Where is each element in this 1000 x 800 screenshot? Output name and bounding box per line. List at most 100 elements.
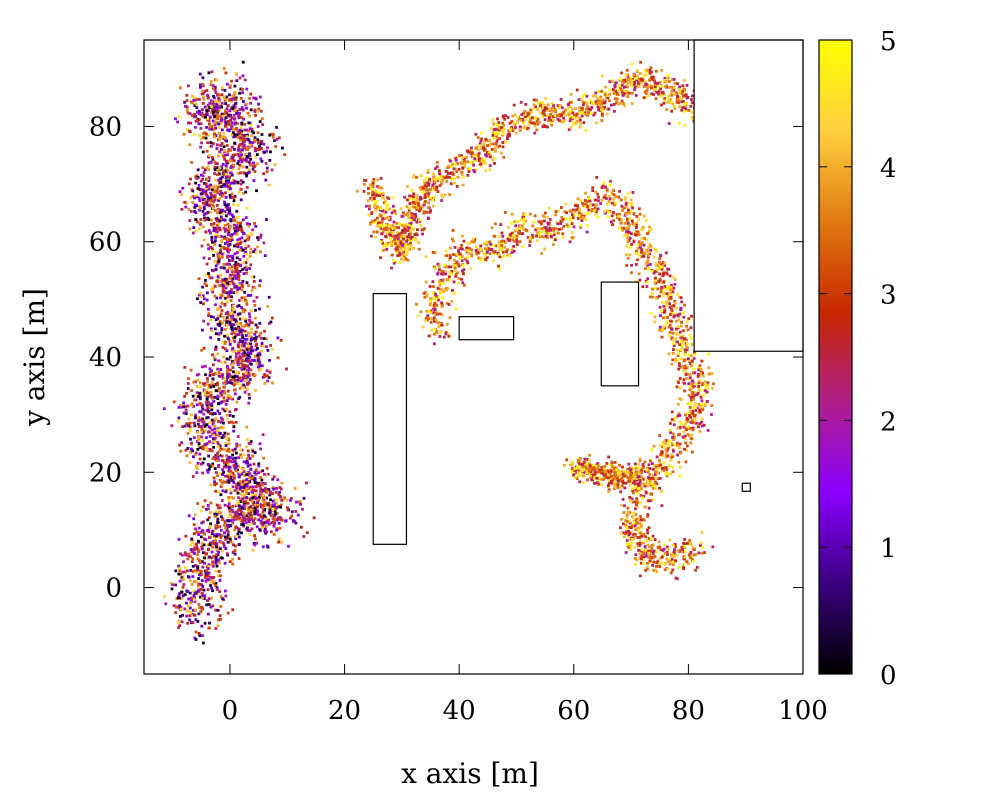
- data-point: [453, 176, 456, 180]
- data-point: [204, 136, 208, 140]
- data-point: [382, 209, 386, 212]
- data-point: [260, 159, 264, 163]
- data-point: [197, 444, 201, 447]
- data-point: [697, 410, 700, 414]
- data-point: [254, 155, 257, 159]
- data-point: [219, 472, 222, 475]
- data-point: [229, 149, 232, 152]
- data-point: [185, 105, 189, 109]
- data-point: [201, 471, 205, 475]
- data-point: [250, 345, 254, 349]
- data-point: [492, 142, 495, 146]
- data-point: [245, 300, 248, 303]
- data-point: [202, 205, 206, 209]
- data-point: [269, 344, 272, 347]
- data-point: [233, 117, 237, 120]
- data-point: [218, 578, 222, 582]
- data-point: [190, 402, 194, 406]
- data-point: [551, 115, 555, 118]
- data-point: [217, 574, 221, 578]
- data-point: [679, 386, 682, 390]
- data-point: [190, 421, 193, 425]
- data-point: [219, 165, 223, 169]
- data-point: [259, 142, 263, 146]
- data-point: [260, 349, 263, 353]
- data-point: [264, 162, 268, 165]
- data-point: [223, 342, 227, 345]
- data-point: [678, 446, 681, 450]
- data-point: [212, 554, 216, 558]
- data-point: [226, 611, 230, 615]
- data-point: [632, 79, 635, 83]
- data-point: [678, 85, 681, 89]
- data-point: [226, 240, 229, 244]
- data-point: [225, 204, 229, 208]
- data-point: [228, 488, 232, 491]
- data-point: [492, 123, 496, 126]
- data-point: [211, 84, 215, 87]
- data-point: [195, 204, 199, 208]
- data-point: [583, 93, 586, 96]
- data-point: [684, 94, 687, 97]
- data-point: [213, 242, 216, 246]
- data-point: [253, 517, 257, 520]
- data-point: [603, 99, 607, 103]
- data-point: [224, 283, 228, 287]
- data-point: [367, 187, 370, 190]
- data-point: [659, 94, 663, 98]
- data-point: [204, 199, 208, 202]
- data-point: [231, 397, 234, 401]
- data-point: [207, 176, 211, 179]
- data-point: [218, 322, 222, 326]
- data-point: [213, 88, 217, 92]
- data-point: [544, 97, 547, 100]
- data-point: [221, 468, 225, 472]
- data-point: [522, 222, 525, 226]
- data-point: [245, 222, 249, 225]
- data-point: [206, 386, 210, 390]
- data-point: [195, 106, 199, 109]
- data-point: [213, 480, 216, 484]
- data-point: [244, 318, 248, 321]
- data-point: [219, 181, 222, 184]
- data-point: [416, 228, 419, 232]
- data-point: [229, 496, 233, 499]
- data-point: [654, 463, 658, 467]
- data-point: [193, 608, 197, 612]
- data-point: [440, 305, 444, 309]
- data-point: [248, 522, 252, 526]
- data-point: [231, 265, 235, 268]
- data-point: [663, 97, 667, 100]
- data-point: [234, 261, 238, 264]
- data-point: [195, 97, 199, 101]
- data-point: [264, 501, 268, 505]
- data-point: [227, 499, 231, 502]
- data-point: [190, 582, 194, 586]
- data-point: [434, 178, 438, 181]
- data-point: [260, 147, 263, 150]
- data-point: [400, 245, 404, 249]
- data-point: [236, 291, 239, 295]
- data-point: [196, 571, 200, 574]
- data-point: [452, 280, 456, 284]
- data-point: [256, 236, 259, 240]
- data-point: [670, 89, 674, 93]
- data-point: [246, 375, 250, 379]
- data-point: [177, 406, 181, 409]
- data-point: [232, 370, 235, 374]
- data-point: [251, 548, 255, 552]
- data-point: [278, 486, 282, 489]
- data-point: [368, 207, 371, 211]
- data-point: [655, 482, 659, 486]
- data-point: [540, 111, 544, 115]
- data-point: [400, 215, 404, 218]
- data-point: [233, 450, 237, 454]
- data-point: [622, 85, 626, 89]
- data-point: [235, 352, 238, 356]
- data-point: [400, 238, 404, 242]
- data-point: [427, 194, 430, 198]
- data-point: [502, 155, 506, 159]
- data-point: [683, 544, 687, 548]
- data-point: [213, 535, 216, 539]
- data-point: [586, 105, 589, 108]
